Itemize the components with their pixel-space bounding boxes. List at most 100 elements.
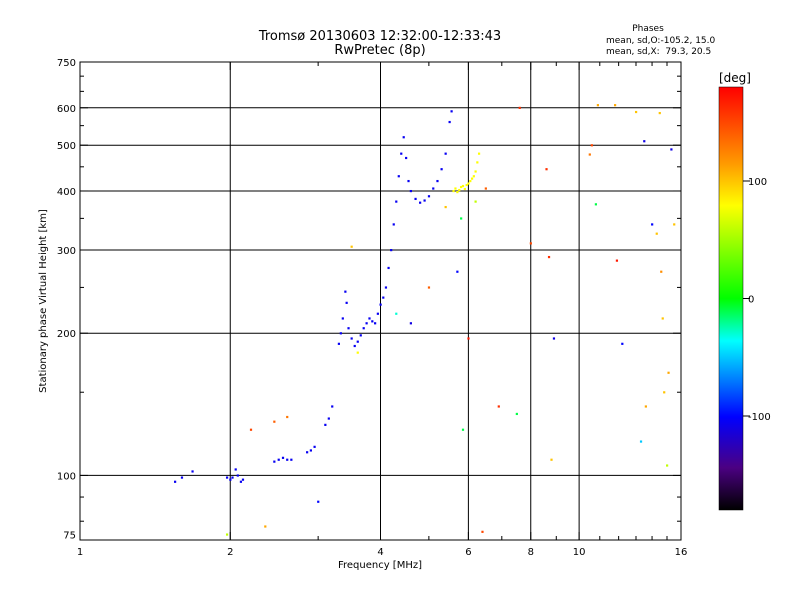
data-point: [350, 337, 353, 340]
data-point: [469, 179, 472, 183]
data-point: [390, 249, 393, 252]
data-point: [273, 460, 276, 463]
chart-title: Tromsø 20130603 12:32:00-12:33:43: [258, 29, 501, 44]
colorbar-tick-label: 100: [748, 177, 767, 188]
data-point: [392, 223, 395, 226]
data-point: [427, 195, 431, 198]
data-point: [374, 322, 377, 325]
data-point: [306, 451, 309, 454]
data-point: [463, 187, 466, 191]
data-point: [518, 106, 521, 109]
data-point: [621, 342, 624, 345]
data-point: [467, 337, 470, 340]
data-point: [344, 290, 347, 293]
data-point: [634, 110, 638, 114]
data-point: [660, 270, 663, 273]
x-tick-label: 16: [675, 547, 688, 558]
data-point: [331, 405, 334, 408]
data-point: [440, 168, 443, 171]
data-point: [309, 449, 312, 452]
data-point: [273, 420, 276, 423]
colorbar-tick-label: 0: [748, 295, 754, 306]
data-point: [387, 266, 390, 270]
data-point: [400, 152, 403, 155]
data-point: [596, 104, 599, 107]
data-point: [384, 286, 388, 289]
colorbar: [718, 86, 744, 511]
y-tick-label: 400: [57, 187, 76, 198]
data-point: [368, 317, 371, 320]
data-point: [353, 344, 356, 348]
data-point: [470, 177, 474, 180]
data-point: [472, 175, 475, 178]
data-point: [547, 255, 551, 259]
data-point: [594, 203, 598, 206]
colorbar-ticks: 100 0 -100: [743, 177, 771, 423]
data-point: [405, 156, 408, 160]
data-point: [317, 500, 320, 503]
data-point: [529, 242, 532, 245]
data-point: [639, 440, 643, 443]
data-point: [615, 259, 619, 262]
data-point: [286, 458, 289, 461]
data-point: [477, 152, 481, 155]
x-tick-labels: 1 2 4 6 8 10 16: [77, 547, 688, 558]
data-point: [550, 458, 553, 461]
data-point: [461, 428, 465, 431]
data-point: [359, 334, 362, 337]
data-point: [643, 140, 646, 143]
grid-lines: [80, 62, 681, 540]
data-point: [397, 175, 400, 178]
data-point: [241, 478, 245, 481]
data-point: [365, 322, 368, 325]
data-point: [663, 391, 666, 394]
data-point: [337, 342, 341, 345]
chart-subtitle: RwPretec (8p): [334, 43, 425, 58]
data-point: [484, 187, 487, 190]
data-point: [231, 476, 234, 479]
data-point: [409, 189, 412, 193]
data-point: [382, 296, 385, 299]
data-point: [474, 170, 477, 173]
data-point: [345, 301, 348, 304]
data-point: [191, 470, 194, 473]
phases-line-o: mean, sd,O:-105.2, 15.0: [606, 36, 716, 46]
data-point: [497, 405, 500, 408]
data-point: [409, 322, 412, 325]
y-tick-labels: 75 100 200 300 400 500 600 750: [57, 58, 76, 541]
x-tick-label: 4: [377, 547, 383, 558]
data-point: [350, 245, 353, 248]
data-point: [229, 478, 232, 481]
data-point: [450, 110, 453, 113]
data-point: [180, 476, 184, 479]
data-point: [281, 456, 285, 459]
data-point: [467, 182, 470, 185]
data-point: [362, 327, 365, 330]
data-point: [371, 320, 374, 323]
x-axis-label: Frequency [MHz]: [338, 560, 422, 571]
data-point: [545, 168, 548, 171]
y-tick-label: 300: [57, 246, 76, 257]
data-point: [444, 205, 447, 209]
x-tick-label: 8: [528, 547, 534, 558]
data-point: [356, 340, 359, 343]
data-point: [465, 183, 468, 187]
data-point: [661, 317, 664, 320]
phases-header: Phases: [632, 24, 664, 34]
data-point: [658, 111, 661, 115]
data-point: [436, 179, 439, 183]
data-point: [277, 458, 280, 461]
data-point: [402, 136, 405, 139]
data-point: [667, 371, 670, 374]
data-point: [461, 184, 465, 188]
data-point: [313, 445, 316, 448]
colorbar-tick-label: -100: [748, 412, 771, 423]
data-point: [236, 474, 239, 477]
x-tick-label: 6: [465, 547, 471, 558]
data-point: [651, 223, 654, 226]
data-point: [588, 153, 591, 156]
data-point: [515, 412, 518, 416]
data-point: [476, 161, 479, 164]
data-point: [456, 270, 459, 273]
